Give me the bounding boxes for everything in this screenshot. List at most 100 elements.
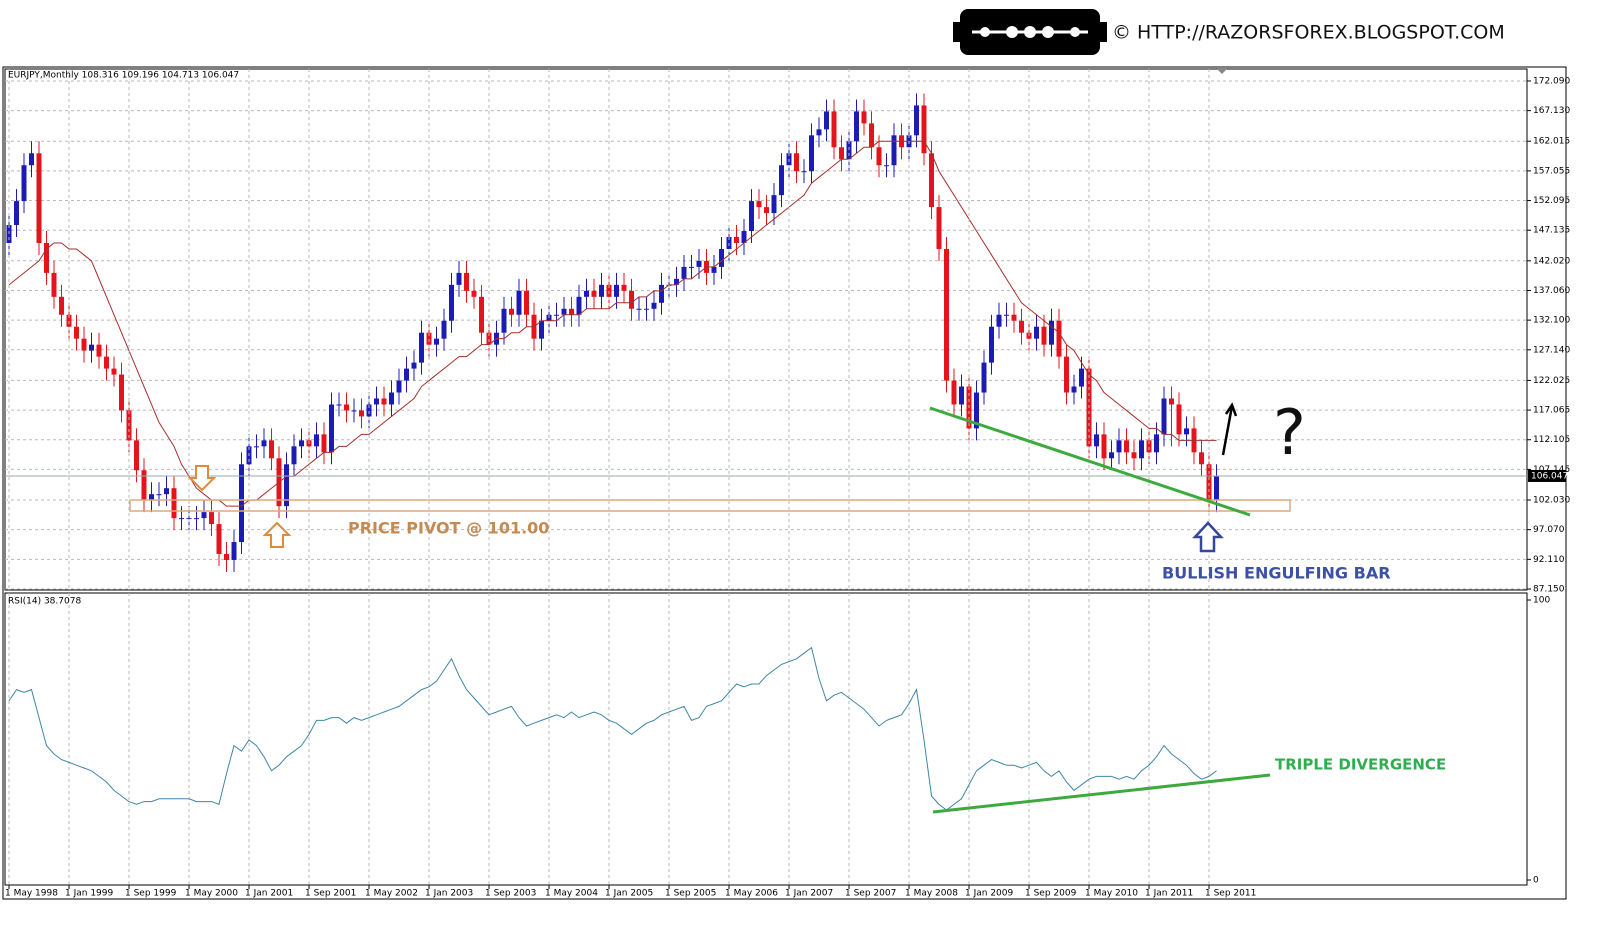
candle-body — [501, 308, 507, 333]
candle-body — [171, 488, 177, 519]
candle-body — [1049, 320, 1054, 345]
candle-body — [1214, 476, 1219, 501]
x-tick-label: 1 Jan 2007 — [785, 889, 833, 899]
frame — [2, 66, 1567, 900]
y-tick-label: 117.065 — [1533, 406, 1570, 416]
candle-body — [914, 105, 919, 136]
x-tick-label: 1 Sep 2005 — [665, 889, 716, 899]
candle-body — [411, 362, 417, 369]
candle-body — [614, 284, 619, 297]
y-tick-label: 0 — [1533, 875, 1539, 885]
candle-body — [809, 135, 814, 172]
candle-body — [674, 278, 679, 285]
y-tick-label: 127.140 — [1533, 345, 1570, 355]
y-tick-label: 152.095 — [1533, 196, 1570, 206]
annotation: PRICE PIVOT @ 101.00 — [348, 519, 549, 538]
candle-body — [989, 326, 994, 363]
candle-body — [381, 398, 387, 405]
rsi-line — [8, 646, 1217, 811]
candle-body — [1041, 326, 1047, 345]
candle-body — [216, 524, 222, 554]
x-tick-label: 1 May 1998 — [5, 889, 58, 899]
arrow-projection — [1221, 402, 1238, 456]
candle-body — [1056, 320, 1062, 357]
y-tick-label: 107.145 — [1533, 465, 1570, 475]
candle-body — [119, 374, 124, 411]
candle-body — [644, 308, 649, 310]
candle-body — [659, 284, 664, 303]
candle-body — [434, 338, 439, 345]
y-tick-label: 172.090 — [1533, 76, 1570, 86]
candle-body — [336, 404, 342, 406]
candle-body — [1176, 404, 1182, 435]
candle-body — [471, 290, 477, 297]
y-tick-label: 157.055 — [1533, 166, 1570, 176]
candle-body — [1019, 320, 1024, 333]
candle-body — [861, 111, 867, 124]
candle-body — [419, 332, 424, 363]
annotation: BULLISH ENGULFING BAR — [1162, 564, 1391, 583]
candle-body — [6, 225, 12, 243]
candle-body — [929, 153, 934, 208]
candle-body — [1206, 464, 1212, 501]
y-tick-label: 167.130 — [1533, 106, 1570, 116]
candle-body — [726, 237, 732, 249]
candle-body — [696, 260, 702, 267]
candle-body — [284, 464, 289, 507]
candle-body — [44, 242, 49, 273]
candle-body — [81, 338, 87, 351]
candle-body — [96, 344, 102, 357]
rsi-trendline — [932, 773, 1271, 814]
x-tick-label: 1 Sep 2001 — [305, 889, 356, 899]
shift-marker — [1216, 68, 1228, 74]
candle-body — [201, 512, 207, 519]
candle-body — [1154, 434, 1159, 453]
candle-body — [884, 165, 889, 167]
candle-body — [269, 440, 274, 459]
arrow-up — [262, 521, 292, 548]
candle-body — [516, 290, 522, 315]
candle-body — [561, 308, 567, 315]
candle-body — [921, 105, 927, 154]
candle-body — [329, 404, 334, 453]
candle-body — [831, 111, 837, 148]
candle-body — [1011, 314, 1017, 321]
candle-body — [149, 494, 154, 501]
candle-body — [404, 368, 409, 381]
y-tick-label: 122.025 — [1533, 376, 1570, 386]
candle-body — [591, 290, 597, 297]
candle-body — [29, 153, 34, 166]
candle-body — [764, 207, 769, 214]
logo — [953, 9, 1107, 55]
candle-body — [14, 201, 19, 226]
candle-body — [944, 248, 949, 381]
candle-body — [719, 248, 724, 267]
rsi-panel — [4, 592, 1528, 886]
candle-body — [1199, 452, 1204, 465]
candle-body — [456, 272, 462, 285]
candle-body — [479, 296, 484, 333]
pivot-zone — [129, 499, 1291, 512]
candle-body — [1079, 368, 1084, 387]
candle-body — [681, 266, 687, 279]
candle-body — [959, 386, 964, 405]
candle-body — [134, 440, 139, 471]
current-price-label: 106.047 — [1531, 471, 1568, 481]
candle-body — [111, 368, 117, 375]
candle-body — [869, 123, 874, 148]
x-tick-label: 1 May 2010 — [1085, 889, 1138, 899]
current-price-box — [1528, 469, 1566, 482]
candle-body — [179, 518, 184, 520]
annotation: TRIPLE DIVERGENCE — [1275, 756, 1446, 774]
candle-body — [1071, 386, 1077, 393]
candle-body — [291, 446, 297, 465]
candle-body — [854, 111, 859, 142]
y-tick-label: 132.100 — [1533, 316, 1570, 326]
candle-body — [584, 290, 589, 297]
candle-body — [21, 165, 27, 202]
candle-body — [359, 410, 364, 417]
x-tick-label: 1 May 2006 — [725, 889, 778, 899]
candle-body — [1124, 440, 1129, 453]
candle-body — [599, 284, 604, 297]
